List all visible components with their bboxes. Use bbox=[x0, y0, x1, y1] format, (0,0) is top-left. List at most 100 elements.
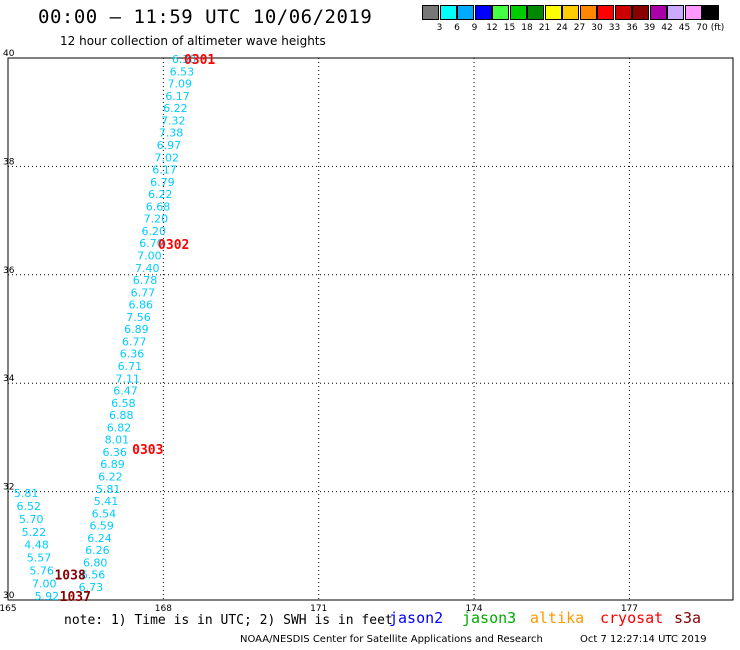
wave-height-value: 6.82 bbox=[107, 421, 132, 434]
color-swatch bbox=[422, 5, 439, 20]
wave-height-value: 7.00 bbox=[32, 577, 57, 590]
wave-height-value: 7.00 bbox=[137, 250, 162, 263]
wave-height-value: 6.68 bbox=[146, 200, 171, 213]
legend-jason3: jason3 bbox=[462, 609, 517, 627]
wave-height-value: 6.24 bbox=[87, 532, 112, 545]
lat-tick-label: 34 bbox=[3, 374, 15, 384]
wave-height-value: 8.01 bbox=[105, 434, 130, 447]
wave-height-value: 6.88 bbox=[109, 409, 134, 422]
wave-height-value: 5.41 bbox=[94, 495, 119, 508]
page-subtitle: 12 hour collection of altimeter wave hei… bbox=[60, 34, 326, 48]
color-swatch bbox=[457, 5, 474, 20]
wave-height-value: 6.53 bbox=[170, 65, 195, 78]
wave-height-value: 6.97 bbox=[157, 139, 182, 152]
wave-height-value: 4.48 bbox=[24, 539, 49, 552]
color-scale-label: 21 bbox=[538, 23, 551, 33]
wave-height-value: 6.86 bbox=[128, 299, 153, 312]
wave-height-value: 6.73 bbox=[79, 581, 104, 594]
wave-height-value: 5.81 bbox=[96, 483, 121, 496]
pass-time-label: 0303 bbox=[132, 443, 163, 458]
wave-height-value: 7.11 bbox=[115, 372, 140, 385]
lon-tick-label: 165 bbox=[0, 604, 17, 614]
wave-height-value: 6.77 bbox=[122, 335, 147, 348]
color-scale-unit: (ft) bbox=[710, 23, 725, 33]
color-scale-label: 33 bbox=[608, 23, 621, 33]
wave-height-value: 6.59 bbox=[89, 520, 114, 533]
lon-tick-label: 168 bbox=[155, 604, 172, 614]
color-swatch bbox=[702, 5, 719, 20]
color-swatch bbox=[579, 5, 597, 20]
color-swatch bbox=[684, 5, 702, 20]
legend-jason2: jason2 bbox=[389, 609, 444, 627]
pass-time-label: 1038 bbox=[54, 569, 85, 584]
wave-height-value: 6.70 bbox=[139, 237, 164, 250]
wave-height-value: 7.38 bbox=[159, 127, 184, 140]
color-swatch bbox=[474, 5, 492, 20]
legend-s3a: s3a bbox=[674, 609, 702, 627]
pass-time-label: 0302 bbox=[158, 238, 189, 253]
legend-cryosat: cryosat bbox=[600, 609, 664, 627]
color-scale-label: 39 bbox=[643, 23, 656, 33]
wave-height-value: 6.77 bbox=[131, 286, 156, 299]
color-scale-label: 45 bbox=[678, 23, 691, 33]
color-scale-label: 36 bbox=[626, 23, 638, 33]
wave-height-value: 6.22 bbox=[98, 470, 123, 483]
wave-height-value: 7.02 bbox=[154, 151, 179, 164]
wave-height-value: 7.40 bbox=[135, 262, 160, 275]
wave-height-value: 6.78 bbox=[133, 274, 158, 287]
color-swatch bbox=[667, 5, 684, 20]
wave-height-value: 6.52 bbox=[16, 500, 41, 513]
wave-height-value: 6.26 bbox=[85, 544, 110, 557]
wave-height-value: 7.09 bbox=[167, 78, 192, 91]
color-scale-label: 18 bbox=[521, 23, 533, 33]
color-scale-label: 3 bbox=[436, 23, 443, 33]
wave-height-value: 6.79 bbox=[150, 176, 175, 189]
wave-height-value: 6.17 bbox=[165, 90, 190, 103]
color-swatch bbox=[509, 5, 527, 20]
wave-height-value: 6.56 bbox=[81, 569, 106, 582]
wave-height-value: 7.20 bbox=[144, 213, 169, 226]
color-scale-label: 27 bbox=[573, 23, 586, 33]
wave-height-value: 6.80 bbox=[83, 556, 108, 569]
color-swatch bbox=[614, 5, 632, 20]
wave-height-value: 5.76 bbox=[29, 564, 54, 577]
color-swatch bbox=[492, 5, 509, 20]
wave-height-value: 7.56 bbox=[126, 311, 151, 324]
map-frame bbox=[7, 57, 734, 601]
color-swatch bbox=[562, 5, 579, 20]
generation-timestamp: Oct 7 12:27:14 UTC 2019 bbox=[580, 634, 707, 645]
color-scale-label: 30 bbox=[591, 23, 603, 33]
color-swatch bbox=[632, 5, 649, 20]
wave-height-value: 6.22 bbox=[148, 188, 173, 201]
wave-height-value: 6.36 bbox=[102, 446, 127, 459]
wave-height-value: 6.71 bbox=[118, 360, 143, 373]
lat-tick-label: 38 bbox=[3, 157, 15, 167]
page-title: 00:00 – 11:59 UTC 10/06/2019 bbox=[38, 6, 373, 28]
wave-height-value: 6.20 bbox=[141, 225, 166, 238]
lon-tick-label: 174 bbox=[465, 604, 482, 614]
color-scale-label: 6 bbox=[454, 23, 460, 33]
wave-height-value: 5.70 bbox=[19, 513, 44, 526]
pass-time-label: 1037 bbox=[60, 590, 91, 605]
legend-altika: altika bbox=[530, 609, 585, 627]
color-scale-label: 15 bbox=[503, 23, 516, 33]
credit-line: NOAA/NESDIS Center for Satellite Applica… bbox=[240, 634, 543, 645]
wave-height-value: 7.32 bbox=[161, 114, 186, 127]
color-scale-label: 70 bbox=[696, 23, 708, 33]
lat-tick-label: 40 bbox=[3, 49, 15, 59]
wave-height-value: 6.54 bbox=[92, 507, 117, 520]
lon-tick-label: 171 bbox=[310, 604, 327, 614]
lat-tick-label: 36 bbox=[3, 266, 15, 276]
color-scale-label: 12 bbox=[486, 23, 498, 33]
color-swatch bbox=[527, 5, 544, 20]
color-swatch bbox=[649, 5, 667, 20]
color-scale-label: 24 bbox=[556, 23, 568, 33]
wave-height-value: 5.92 bbox=[35, 590, 60, 603]
color-scale-label: 42 bbox=[661, 23, 673, 33]
wave-height-value: 6.58 bbox=[111, 397, 136, 410]
color-scale-label: 9 bbox=[471, 23, 478, 33]
wave-height-value: 6.36 bbox=[120, 348, 145, 361]
lat-tick-label: 30 bbox=[3, 591, 15, 601]
wave-height-value: 5.22 bbox=[22, 526, 47, 539]
